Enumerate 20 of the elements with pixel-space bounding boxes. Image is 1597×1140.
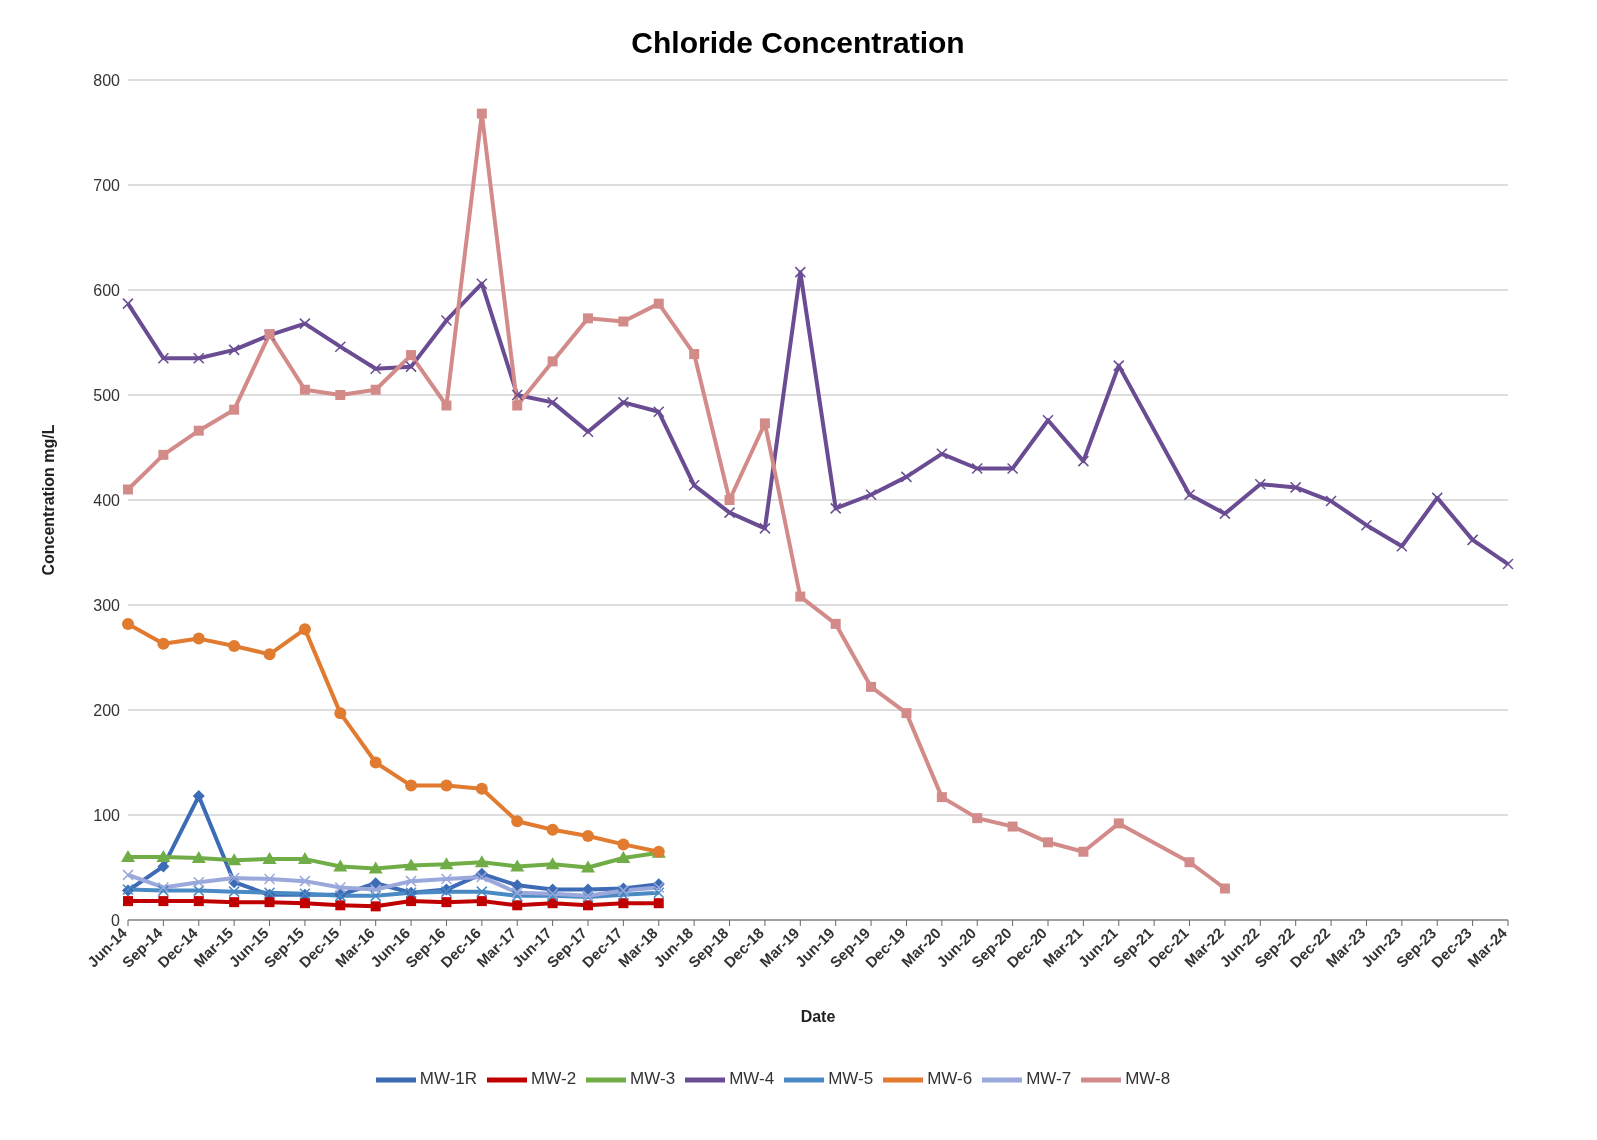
y-tick-label: 600	[93, 281, 121, 299]
y-tick-label: 200	[93, 701, 121, 719]
y-tick-label: 0	[111, 911, 121, 929]
legend-label: MW-7	[1026, 1069, 1072, 1089]
legend-label: MW-3	[630, 1069, 676, 1089]
legend-label: MW-8	[1125, 1069, 1171, 1089]
legend-label: MW-4	[729, 1069, 775, 1089]
y-tick-label: 800	[93, 71, 121, 89]
legend-label: MW-1R	[419, 1069, 478, 1089]
y-tick-label: 300	[93, 596, 121, 614]
y-tick-label: 500	[93, 386, 121, 404]
chart-title: Chloride Concentration	[630, 25, 966, 60]
x-axis-title: Date	[800, 1008, 836, 1025]
y-tick-label: 700	[93, 176, 121, 194]
legend-label: MW-6	[927, 1069, 973, 1089]
y-axis-title: Concentration mg/L	[39, 424, 57, 576]
y-tick-label: 400	[93, 491, 121, 509]
legend-label: MW-2	[531, 1069, 577, 1089]
legend-label: MW-5	[828, 1069, 874, 1089]
y-tick-label: 100	[93, 806, 121, 824]
